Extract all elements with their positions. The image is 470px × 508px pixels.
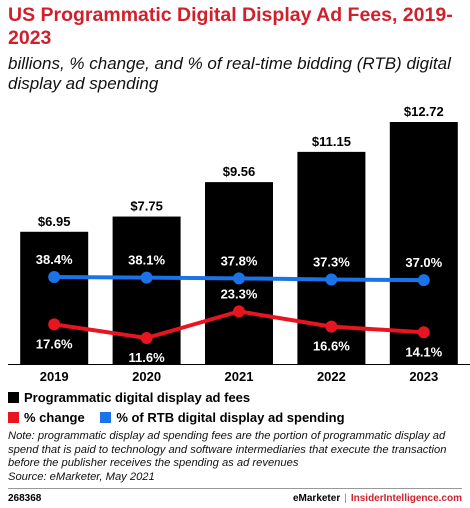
legend-item-rtb: % of RTB digital display ad spending — [100, 410, 345, 425]
bar-2019 — [20, 231, 89, 364]
legend-swatch-red — [8, 412, 19, 423]
legend-item-change: % change — [8, 410, 88, 425]
legend-label-rtb: % of RTB digital display ad spending — [116, 410, 345, 425]
legend-swatch-blue — [100, 412, 112, 423]
label-change-2021: 23.3% — [221, 286, 258, 301]
label-change-2023: 14.1% — [405, 344, 442, 359]
x-tick-2022: 2022 — [317, 369, 346, 384]
point-rtb-2022 — [325, 273, 338, 286]
footer: 268368 eMarketer | InsiderIntelligence.com — [0, 488, 470, 508]
chart-title: US Programmatic Digital Display Ad Fees,… — [8, 4, 453, 49]
legend-swatch-black — [8, 392, 19, 403]
chart-note: Note: programmatic display ad spending f… — [8, 430, 464, 484]
label-rtb-2021: 37.8% — [221, 253, 258, 268]
brand-emarketer: eMarketer — [292, 493, 341, 504]
footer-brand: eMarketer | InsiderIntelligence.com — [293, 493, 462, 504]
x-tick-2023: 2023 — [409, 369, 438, 384]
chart-subtitle: billions, % change, and % of real-time b… — [8, 54, 451, 93]
bar-label-2022: $11.15 — [312, 134, 351, 149]
x-tick-2021: 2021 — [225, 369, 254, 384]
legend-label-change: % change — [24, 410, 85, 425]
label-change-2020: 11.6% — [129, 350, 166, 365]
legend-row-1: Programmatic digital display ad fees — [8, 390, 262, 406]
brand-separator: | — [344, 493, 347, 504]
chart-id: 268368 — [8, 493, 42, 504]
point-change-2021 — [233, 305, 245, 318]
bar-value-labels: $6.95 $7.75 $9.56 $11.15 $12.72 — [38, 104, 444, 229]
bar-2023 — [389, 122, 458, 364]
point-change-2019 — [48, 318, 61, 331]
x-tick-2019: 2019 — [40, 369, 69, 384]
legend-label-bars: Programmatic digital display ad fees — [24, 390, 251, 405]
point-change-2020 — [140, 332, 153, 344]
point-change-2023 — [417, 326, 430, 339]
point-rtb-2021 — [233, 272, 245, 285]
line-series — [48, 271, 430, 344]
bar-label-2020: $7.75 — [130, 199, 163, 214]
footer-rule — [8, 488, 462, 489]
point-rtb-2020 — [140, 271, 153, 284]
line-value-labels: 38.4% 38.1% 37.8% 37.3% 37.0% 17.6% 11.6% 23.3%… — [36, 252, 443, 365]
bar-label-2021: $9.56 — [223, 164, 256, 179]
label-change-2022: 16.6% — [313, 339, 350, 354]
source-text: Source: eMarketer, May 2021 — [8, 470, 155, 483]
chart-plot: $6.95 $7.75 $9.56 $11.15 $12.72 38.4% 38.1% 37… — [8, 104, 470, 384]
bar-label-2023: $12.72 — [404, 104, 444, 119]
point-rtb-2023 — [417, 274, 430, 287]
point-change-2022 — [325, 320, 338, 333]
label-rtb-2023: 37.0% — [405, 255, 442, 270]
brand-insider-intelligence: InsiderIntelligence.com — [350, 493, 462, 504]
label-rtb-2020: 38.1% — [128, 253, 165, 268]
bar-label-2019: $6.95 — [38, 214, 71, 229]
label-change-2019: 17.6% — [36, 336, 73, 351]
label-rtb-2022: 37.3% — [313, 255, 350, 270]
x-axis-tick-labels: 2019 2020 2021 2022 2023 — [40, 369, 439, 384]
label-rtb-2019: 38.4% — [36, 252, 73, 267]
point-rtb-2019 — [48, 271, 61, 283]
legend-row-2: % change % of RTB digital display ad spe… — [8, 410, 357, 426]
legend-item-bars: Programmatic digital display ad fees — [8, 390, 250, 405]
x-tick-2020: 2020 — [132, 369, 161, 384]
note-text: Note: programmatic display ad spending f… — [8, 430, 447, 469]
